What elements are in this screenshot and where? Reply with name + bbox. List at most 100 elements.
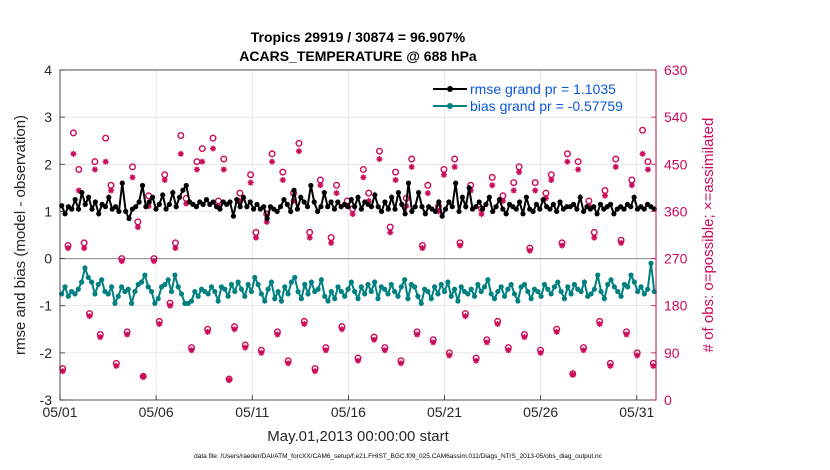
bias-point bbox=[118, 284, 125, 290]
obs-possible-point bbox=[488, 173, 496, 181]
rmse-point bbox=[304, 204, 311, 210]
rmse-point bbox=[82, 201, 88, 207]
rmse-point bbox=[432, 208, 439, 215]
obs-assimilated-point bbox=[612, 163, 619, 170]
rmse-point bbox=[251, 206, 257, 212]
asterisk-stroke bbox=[430, 339, 436, 345]
rmse-point bbox=[160, 192, 166, 198]
rmse-point bbox=[533, 201, 540, 207]
bias-point bbox=[65, 293, 71, 299]
asterisk-stroke bbox=[457, 242, 463, 249]
bias-point bbox=[79, 279, 85, 285]
obs-assimilated-point bbox=[489, 182, 496, 189]
rmse-point bbox=[123, 208, 129, 215]
obs-assimilated-point bbox=[526, 247, 533, 254]
obs-assimilated-point bbox=[505, 347, 512, 354]
bias-point bbox=[431, 284, 438, 290]
obs-possible-point bbox=[279, 168, 287, 176]
obs-assimilated-point bbox=[193, 166, 200, 173]
asterisk-stroke bbox=[199, 159, 205, 165]
obs-assimilated-point bbox=[322, 347, 329, 354]
obs-possible-point bbox=[295, 139, 303, 147]
bias-point bbox=[345, 286, 351, 292]
obs-assimilated-point bbox=[188, 347, 195, 354]
bias-point bbox=[105, 291, 111, 297]
obs-assimilated-point bbox=[306, 234, 313, 241]
asterisk-stroke bbox=[360, 174, 366, 180]
asterisk-stroke bbox=[634, 352, 640, 359]
asterisk-stroke bbox=[280, 177, 286, 183]
asterisk-stroke bbox=[414, 331, 420, 338]
bias-point bbox=[565, 284, 571, 290]
bias-point bbox=[109, 284, 115, 290]
rmse-point bbox=[156, 201, 162, 207]
obs-possible-point bbox=[268, 150, 276, 158]
obs-assimilated-point bbox=[419, 245, 426, 252]
obs-possible-point bbox=[91, 158, 99, 166]
bias-point bbox=[455, 298, 461, 304]
obs-possible-point bbox=[408, 155, 416, 163]
bias-point bbox=[515, 298, 521, 304]
obs-assimilated-point bbox=[177, 150, 184, 157]
obs-assimilated-point bbox=[242, 344, 249, 351]
rmse-point bbox=[463, 204, 469, 210]
rmse-point bbox=[62, 211, 68, 217]
rmse-point bbox=[321, 189, 327, 196]
asterisk-stroke bbox=[221, 166, 227, 173]
obs-possible-point bbox=[247, 171, 255, 179]
obs-possible-point bbox=[198, 145, 206, 153]
y-right-tick-label: 270 bbox=[664, 251, 688, 267]
rmse-point bbox=[79, 189, 85, 196]
obs-assimilated-point bbox=[349, 211, 356, 218]
bias-point bbox=[558, 288, 564, 295]
asterisk-stroke bbox=[350, 211, 356, 217]
y-left-tick-label: -2 bbox=[40, 345, 53, 361]
bias-point bbox=[561, 296, 568, 302]
rmse-point bbox=[520, 211, 526, 217]
asterisk-stroke bbox=[575, 166, 581, 173]
obs-assimilated-point bbox=[462, 313, 469, 320]
rmse-point bbox=[139, 182, 146, 189]
bias-point bbox=[425, 288, 431, 295]
asterisk-stroke bbox=[285, 360, 291, 366]
x-tick-label: 05/11 bbox=[235, 404, 269, 420]
bias-point bbox=[465, 291, 471, 297]
bias-point bbox=[172, 272, 178, 278]
obs-assimilated-point bbox=[129, 174, 136, 181]
asterisk-stroke bbox=[516, 169, 522, 175]
asterisk-stroke bbox=[500, 198, 506, 204]
obs-assimilated-point bbox=[108, 187, 115, 194]
rmse-point bbox=[496, 197, 503, 203]
obs-assimilated-point bbox=[317, 182, 324, 189]
rmse-point bbox=[473, 204, 479, 210]
bias-point bbox=[215, 298, 221, 304]
obs-assimilated-point bbox=[134, 224, 141, 231]
bias-point bbox=[338, 288, 344, 295]
obs-assimilated-point bbox=[483, 339, 490, 346]
rmse-point bbox=[412, 204, 418, 210]
bias-point bbox=[372, 279, 378, 285]
bias-point bbox=[205, 291, 211, 297]
asterisk-stroke bbox=[253, 235, 259, 241]
obs-assimilated-point bbox=[59, 368, 66, 375]
bias-point bbox=[525, 288, 531, 295]
bias-point bbox=[541, 281, 548, 288]
rmse-point bbox=[389, 194, 395, 200]
asterisk-stroke bbox=[650, 363, 656, 369]
y-axis-right-label: # of obs: o=possible; ×=assimilated bbox=[700, 118, 717, 353]
bias-point bbox=[618, 293, 624, 299]
bias-point bbox=[298, 296, 304, 302]
rmse-point bbox=[176, 194, 183, 200]
bias-point bbox=[342, 293, 348, 299]
bias-point bbox=[272, 296, 278, 302]
rmse-point bbox=[237, 204, 243, 210]
obs-assimilated-point bbox=[559, 242, 566, 249]
rmse-point bbox=[547, 206, 553, 212]
y-right-tick-label: 540 bbox=[664, 109, 688, 125]
rmse-point bbox=[200, 201, 206, 207]
bias-point bbox=[248, 288, 255, 295]
bias-point bbox=[578, 288, 584, 295]
bias-point bbox=[168, 288, 175, 295]
asterisk-stroke bbox=[580, 347, 587, 353]
bias-point bbox=[222, 286, 228, 292]
